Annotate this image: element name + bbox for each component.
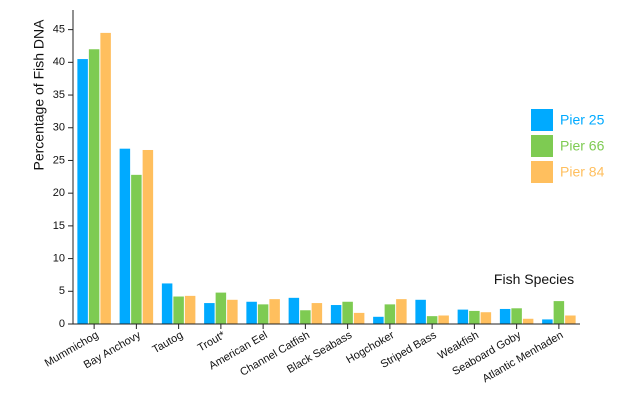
x-tick-label: Atlantic Menhaden	[480, 329, 565, 385]
bar-pier-84	[269, 299, 280, 324]
y-tick-label: 45	[53, 24, 65, 36]
bar-pier-84	[438, 315, 449, 324]
bars-group	[77, 32, 576, 324]
y-axis-title: Percentage of Fish DNA	[31, 19, 47, 171]
chart-legend: Pier 25 Pier 66 Pier 84	[531, 109, 605, 183]
bar-pier-25	[457, 309, 469, 324]
legend-swatch	[531, 135, 553, 157]
bar-pier-25	[119, 148, 131, 324]
bar-pier-84	[142, 149, 154, 324]
bar-pier-25	[77, 59, 88, 324]
bar-pier-66	[131, 174, 142, 324]
bar-pier-66	[257, 304, 269, 324]
y-tick-label: 25	[53, 154, 65, 166]
bar-pier-84	[396, 299, 407, 324]
legend-label: Pier 84	[560, 164, 605, 180]
y-tick-label: 30	[53, 122, 65, 134]
bar-pier-25	[330, 305, 342, 324]
bar-pier-25	[288, 297, 300, 324]
bar-pier-25	[415, 299, 426, 324]
bar-pier-66	[300, 310, 311, 324]
y-tick-label: 35	[53, 89, 65, 101]
bar-pier-84	[311, 303, 323, 324]
y-tick-label: 20	[53, 187, 65, 199]
y-tick-label: 40	[53, 56, 65, 68]
bar-pier-84	[480, 312, 492, 324]
bar-pier-66	[215, 292, 227, 324]
bar-pier-84	[353, 312, 365, 324]
x-tick-label: Trout*	[196, 329, 228, 355]
bar-pier-25	[246, 301, 257, 324]
bar-pier-84	[522, 318, 534, 324]
legend-swatch	[531, 109, 553, 131]
bar-pier-25	[204, 303, 215, 324]
bar-pier-66	[384, 304, 396, 324]
bar-pier-66	[173, 296, 184, 324]
y-tick-label: 15	[53, 220, 65, 232]
bar-pier-25	[373, 316, 384, 324]
bar-pier-25	[161, 283, 173, 324]
bar-pier-84	[227, 299, 238, 324]
legend-label: Pier 66	[560, 138, 605, 154]
bar-pier-25	[499, 308, 511, 324]
bar-pier-84	[184, 295, 196, 324]
bar-pier-66	[426, 316, 438, 324]
x-tick-label: Tautog	[151, 329, 186, 356]
bar-pier-66	[511, 308, 522, 324]
bar-pier-66	[342, 301, 353, 324]
x-axis-title: Fish Species	[494, 271, 574, 287]
y-tick-label: 10	[53, 252, 65, 264]
y-tick-label: 5	[59, 285, 65, 297]
y-tick-label: 0	[59, 318, 65, 330]
y-axis-ticks: 0 5 10 15 20 25 30 35 40 45	[53, 24, 73, 330]
legend-label: Pier 25	[560, 112, 605, 128]
bar-pier-84	[565, 315, 576, 324]
legend-swatch	[531, 161, 553, 183]
bar-pier-66	[88, 49, 100, 324]
bar-pier-84	[100, 32, 111, 324]
bar-pier-66	[553, 301, 565, 324]
bar-pier-66	[469, 310, 480, 324]
bar-pier-25	[542, 319, 553, 324]
